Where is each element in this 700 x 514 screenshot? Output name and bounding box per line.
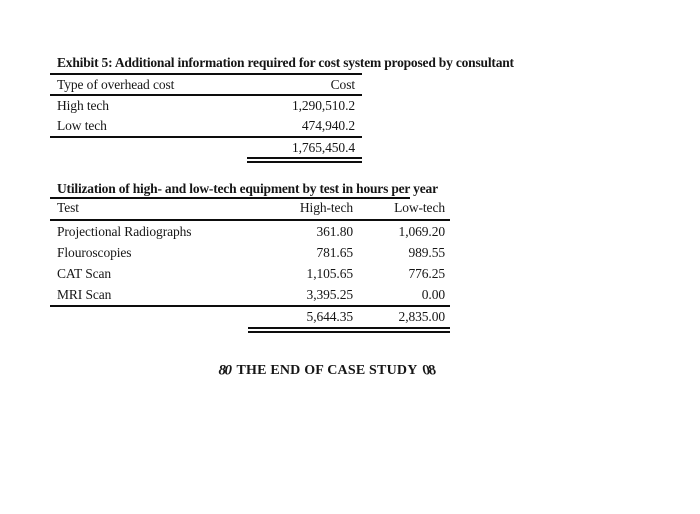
- overhead-total-row: 1,765,450.4: [50, 138, 362, 157]
- cell-low-tech-hours: 776.25: [408, 266, 445, 281]
- row-projectional-radiographs: Projectional Radiographs 361.80 1,069.20: [50, 221, 450, 242]
- cell-cost-value: 1,290,510.2: [291, 98, 355, 113]
- overhead-cost-table-header: Type of overhead cost Cost: [50, 73, 362, 96]
- column-header-cost: Cost: [330, 77, 355, 92]
- cell-low-tech-hours: 989.55: [408, 245, 445, 260]
- overhead-total-value: 1,765,450.4: [291, 140, 355, 155]
- cell-low-tech-hours: 0.00: [421, 287, 445, 302]
- exhibit-5-title: Exhibit 5: Additional information requir…: [50, 55, 604, 71]
- utilization-table: Test High-tech Low-tech Projectional Rad…: [50, 197, 450, 333]
- cell-cost-value: 474,940.2: [301, 118, 355, 133]
- end-of-case-study-marker: 80 THE END OF CASE STUDY 80: [50, 362, 604, 379]
- cell-overhead-type: Low tech: [57, 118, 107, 133]
- cell-high-tech-hours: 781.65: [316, 245, 353, 260]
- cell-high-tech-hours: 361.80: [316, 224, 353, 239]
- cell-test-name: Flouroscopies: [57, 245, 132, 260]
- row-flouroscopies: Flouroscopies 781.65 989.55: [50, 242, 450, 263]
- overhead-cost-table: Type of overhead cost Cost High tech 1,2…: [50, 73, 362, 163]
- column-header-high-tech: High-tech: [299, 200, 353, 215]
- row-mri-scan: MRI Scan 3,395.25 0.00: [50, 284, 450, 307]
- utilization-title-rest-text: year: [413, 181, 438, 196]
- utilization-title-underlined-text: Utilization of high- and low-tech equipm…: [50, 181, 410, 199]
- double-rule: [247, 157, 362, 163]
- column-header-test: Test: [57, 200, 79, 215]
- cell-high-tech-hours: 1,105.65: [306, 266, 354, 281]
- cell-test-name: MRI Scan: [57, 287, 112, 302]
- scroll-ornament-right-icon: 80: [423, 362, 436, 379]
- utilization-title: Utilization of high- and low-tech equipm…: [50, 181, 604, 199]
- total-high-tech-hours: 5,644.35: [306, 309, 354, 324]
- row-low-tech: Low tech 474,940.2: [50, 116, 362, 138]
- exhibit-5-section: Exhibit 5: Additional information requir…: [50, 55, 604, 163]
- cell-test-name: CAT Scan: [57, 266, 112, 281]
- row-cat-scan: CAT Scan 1,105.65 776.25: [50, 263, 450, 284]
- scroll-ornament-left-icon: 80: [218, 362, 232, 379]
- row-high-tech: High tech 1,290,510.2: [50, 96, 362, 116]
- utilization-section: Utilization of high- and low-tech equipm…: [50, 181, 604, 333]
- double-rule: [248, 327, 450, 333]
- utilization-table-header: Test High-tech Low-tech: [50, 197, 450, 221]
- cell-high-tech-hours: 3,395.25: [306, 287, 354, 302]
- column-header-type-of-overhead-cost: Type of overhead cost: [57, 77, 175, 92]
- column-header-low-tech: Low-tech: [394, 200, 445, 215]
- end-of-case-study-text: THE END OF CASE STUDY: [236, 363, 418, 378]
- total-low-tech-hours: 2,835.00: [398, 309, 446, 324]
- cell-overhead-type: High tech: [57, 98, 109, 113]
- exhibit-5-title-text: Exhibit 5: Additional information requir…: [57, 55, 514, 70]
- cell-low-tech-hours: 1,069.20: [398, 224, 446, 239]
- document-page: Exhibit 5: Additional information requir…: [50, 0, 604, 379]
- utilization-total-row: 5,644.35 2,835.00: [50, 307, 450, 327]
- cell-test-name: Projectional Radiographs: [57, 224, 192, 239]
